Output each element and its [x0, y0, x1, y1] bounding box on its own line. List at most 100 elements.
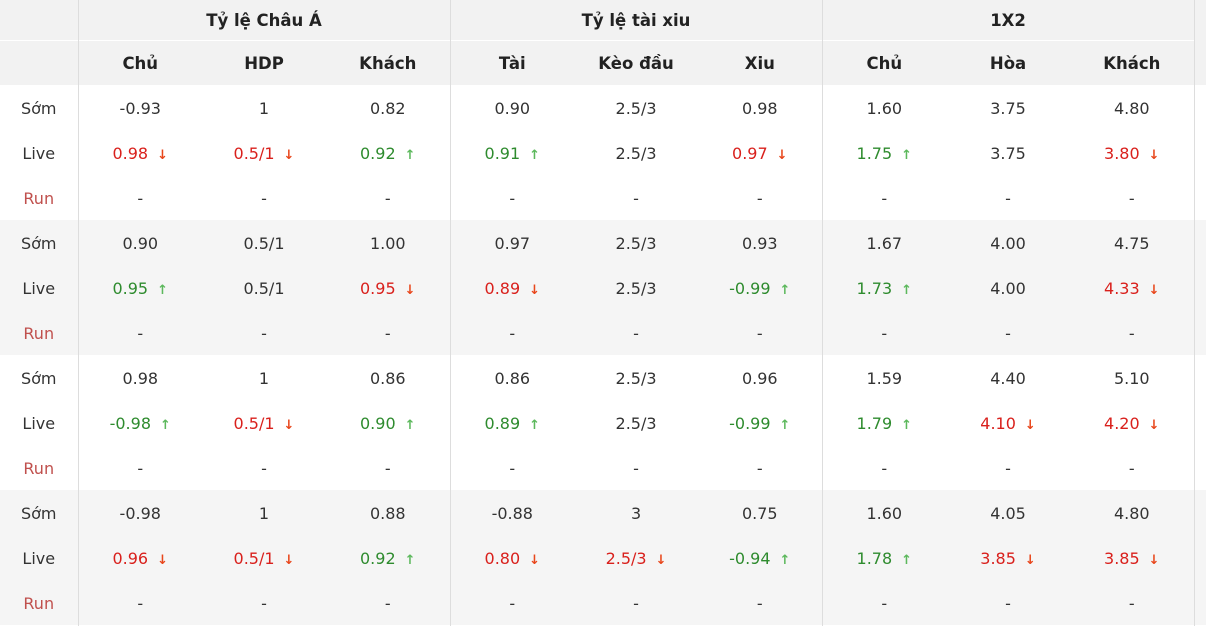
odds-value: 0.92 [360, 144, 396, 163]
odds-cell-home: -0.93 [77, 86, 202, 131]
row-label-run[interactable]: Run [23, 594, 55, 613]
odds-cell-over: 0.86 [449, 356, 575, 401]
odds-cell-home: - [77, 311, 202, 356]
odds-cell-away: - [384, 324, 391, 343]
odds-cell-under: - [756, 459, 763, 478]
arrow-down-icon: ↓ [1148, 148, 1160, 163]
odds-cell-draw: 3.75 [946, 131, 1070, 176]
odds-value: 4.33 [1104, 279, 1140, 298]
corner-cell [0, 0, 78, 41]
odds-value: 2.5/3 [615, 279, 657, 298]
arrow-up-icon: ↑ [404, 148, 416, 163]
arrow-down-icon: ↓ [157, 148, 169, 163]
odds-cell-home: 0.90 [77, 221, 202, 266]
odds-cell-draw: - [1005, 324, 1011, 343]
odds-cell-away: 0.92 ↑ [326, 536, 450, 581]
arrow-up-icon: ↑ [901, 283, 913, 298]
odds-value: 0.97 [732, 144, 768, 163]
odds-cell-away: 0.82 [369, 99, 406, 118]
column-header-under: Xiu [698, 40, 823, 86]
odds-cell-over: 0.80 ↓ [449, 536, 575, 581]
odds-row-run: Run - - - - - - - - - [0, 176, 1195, 221]
odds-cell-over: - [449, 581, 575, 626]
odds-cell-draw: 4.00 [946, 266, 1070, 311]
odds-cell-hdp: 0.5/1 ↓ [202, 401, 326, 446]
odds-value: 1.78 [856, 549, 893, 568]
arrow-down-icon: ↓ [1148, 283, 1160, 298]
odds-cell-home-1x2: - [821, 311, 947, 356]
odds-cell-over: 0.91 ↑ [449, 131, 575, 176]
odds-cell-over: 0.90 [449, 86, 575, 131]
arrow-down-icon: ↓ [1148, 418, 1160, 433]
odds-cell-line: 2.5/3 [574, 401, 698, 446]
odds-cell-away-1x2: 4.80 [1070, 491, 1195, 536]
odds-cell-home: -0.98 ↑ [77, 401, 202, 446]
odds-cell-hdp: - [261, 324, 267, 343]
odds-cell-hdp: - [261, 189, 267, 208]
odds-value: -0.98 [109, 414, 151, 433]
odds-cell-away-1x2: - [1070, 311, 1195, 356]
odds-cell-draw: 4.00 [990, 234, 1026, 253]
row-label-run[interactable]: Run [23, 189, 55, 208]
odds-cell-line: - [633, 189, 639, 208]
odds-cell-home: - [77, 446, 202, 491]
column-header-hdp: HDP [202, 40, 326, 86]
arrow-down-icon: ↓ [283, 553, 295, 568]
odds-row-run: Run - - - - - - - - - [0, 446, 1195, 491]
odds-cell-over: - [449, 446, 575, 491]
odds-value: -0.99 [729, 414, 771, 433]
odds-value: 0.5/1 [243, 279, 285, 298]
odds-value: 3.80 [1104, 144, 1140, 163]
group-1x2: 1X2 [821, 0, 1195, 41]
odds-value: -0.94 [729, 549, 771, 568]
odds-cell-hdp: 0.5/1 ↓ [202, 131, 326, 176]
row-label-early: Sớm [20, 234, 57, 253]
odds-value: 0.80 [484, 549, 521, 568]
odds-row-run: Run - - - - - - - - - [0, 311, 1195, 356]
corner-cell [0, 40, 78, 86]
odds-cell-hdp: 1 [258, 504, 270, 523]
odds-value: 0.89 [484, 279, 521, 298]
arrow-up-icon: ↑ [404, 553, 416, 568]
arrow-down-icon: ↓ [776, 148, 788, 163]
odds-cell-over: 0.97 [449, 221, 575, 266]
odds-value: 0.96 [112, 549, 149, 568]
odds-value: -0.99 [729, 279, 771, 298]
odds-cell-hdp: 1 [258, 99, 270, 118]
odds-cell-home: - [77, 581, 202, 626]
odds-cell-hdp: 0.5/1 ↓ [202, 536, 326, 581]
odds-value: 1.79 [856, 414, 893, 433]
odds-cell-line: 2.5/3 [615, 369, 657, 388]
odds-cell-hdp: 0.5/1 [243, 234, 285, 253]
odds-cell-draw: 4.40 [990, 369, 1026, 388]
odds-cell-under: 0.75 [741, 504, 778, 523]
arrow-up-icon: ↑ [779, 553, 791, 568]
odds-cell-away-1x2: - [1070, 446, 1195, 491]
row-label-run[interactable]: Run [23, 324, 55, 343]
odds-cell-over: - [449, 311, 575, 356]
row-label-live: Live [22, 414, 56, 433]
odds-value: 0.95 [360, 279, 396, 298]
arrow-up-icon: ↑ [901, 418, 913, 433]
odds-cell-line: 2.5/3 ↓ [574, 536, 698, 581]
odds-cell-away-1x2: - [1070, 176, 1195, 221]
odds-value: 0.5/1 [233, 549, 275, 568]
odds-cell-home-1x2: 1.73 ↑ [821, 266, 947, 311]
row-label-run[interactable]: Run [23, 459, 55, 478]
odds-cell-draw: 3.75 [990, 99, 1026, 118]
odds-cell-away: - [384, 594, 391, 613]
odds-cell-away: 0.88 [369, 504, 406, 523]
odds-cell-draw: 4.10 ↓ [946, 401, 1070, 446]
odds-cell-home: - [77, 176, 202, 221]
odds-value: 2.5/3 [615, 144, 657, 163]
odds-cell-away: 0.95 ↓ [326, 266, 450, 311]
odds-value: 2.5/3 [605, 549, 647, 568]
odds-cell-home: 0.98 [77, 356, 202, 401]
odds-value: 0.98 [112, 144, 149, 163]
odds-value: 4.20 [1104, 414, 1140, 433]
odds-cell-under: 0.96 [741, 369, 778, 388]
odds-cell-away-1x2: 4.20 ↓ [1070, 401, 1195, 446]
odds-cell-draw: 4.05 [990, 504, 1026, 523]
odds-cell-under: -0.94 ↑ [698, 536, 822, 581]
odds-value: 0.95 [112, 279, 149, 298]
